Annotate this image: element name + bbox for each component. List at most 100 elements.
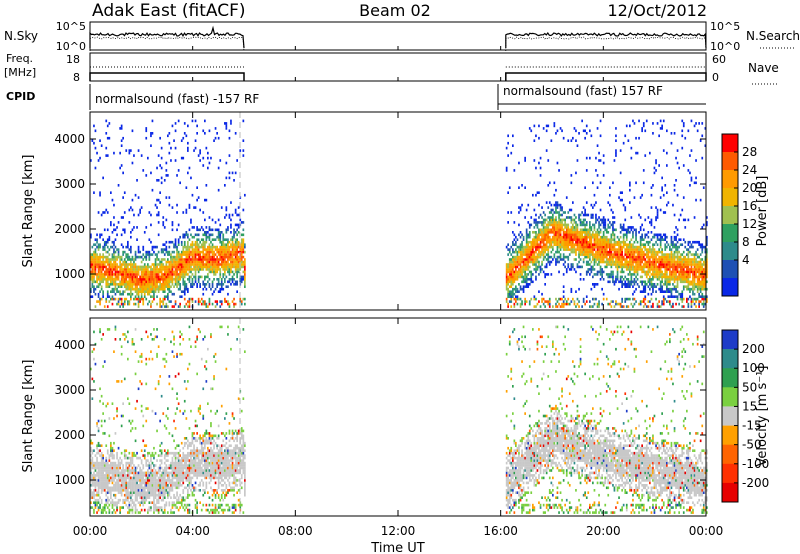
power-cell xyxy=(120,270,123,274)
power-cell xyxy=(581,265,583,269)
power-cell xyxy=(661,302,663,306)
power-cell xyxy=(111,283,114,286)
power-cell xyxy=(672,270,674,274)
power-cell xyxy=(618,253,620,256)
power-cell xyxy=(188,263,191,266)
power-cell xyxy=(133,275,135,279)
power-cell xyxy=(604,250,607,254)
power-cell xyxy=(200,275,203,279)
power-cell xyxy=(661,273,663,276)
power-cell xyxy=(652,270,654,274)
power-cell xyxy=(516,263,519,266)
power-cell xyxy=(202,283,205,286)
power-cell xyxy=(222,233,225,237)
power-cell xyxy=(615,275,617,279)
power-cell xyxy=(547,248,550,251)
power-cell xyxy=(589,250,591,254)
power-cell xyxy=(585,260,588,264)
power-cell xyxy=(629,226,631,229)
power-cell xyxy=(217,238,220,241)
power-cell xyxy=(151,270,154,274)
power-cell xyxy=(123,258,126,261)
power-cell xyxy=(143,255,146,259)
power-cell xyxy=(635,263,637,266)
power-cell xyxy=(180,156,183,160)
power-cell xyxy=(661,248,663,251)
power-cell xyxy=(570,228,573,232)
power-cell xyxy=(698,285,700,288)
power-cell xyxy=(521,265,523,269)
power-cell xyxy=(205,198,208,202)
power-cell xyxy=(170,285,172,288)
power-cell xyxy=(706,243,708,246)
power-cell xyxy=(584,129,586,133)
power-cell xyxy=(669,280,671,284)
power-cell xyxy=(193,255,195,259)
power-cell xyxy=(190,233,192,237)
power-cell xyxy=(676,297,679,301)
power-cell xyxy=(669,255,671,259)
power-cell xyxy=(505,283,508,286)
power-cell xyxy=(656,233,659,237)
power-cell xyxy=(653,283,656,286)
power-cell xyxy=(598,302,600,306)
power-cell xyxy=(110,258,112,261)
power-cell xyxy=(645,265,648,269)
power-cell xyxy=(151,287,154,291)
power-cell xyxy=(605,231,608,234)
power-cell xyxy=(622,255,625,259)
power-cell xyxy=(117,302,120,306)
power-cell xyxy=(227,226,229,229)
power-cell xyxy=(604,226,607,229)
power-cell xyxy=(622,233,625,237)
power-cell xyxy=(119,283,121,286)
power-cell xyxy=(564,223,566,227)
power-cell xyxy=(582,278,585,281)
power-cell xyxy=(572,248,574,251)
power-cell xyxy=(590,233,593,237)
power-cell xyxy=(698,260,700,264)
power-cell xyxy=(127,243,129,246)
power-cell xyxy=(148,255,151,259)
power-cell xyxy=(535,258,537,261)
power-cell xyxy=(567,248,570,251)
power-cell xyxy=(142,270,145,274)
power-cell xyxy=(650,268,653,271)
power-cell xyxy=(230,218,232,222)
power-cell xyxy=(190,176,192,180)
power-cell xyxy=(510,245,513,249)
power-cell xyxy=(513,265,516,269)
power-cell xyxy=(592,231,594,234)
power-cell xyxy=(122,171,124,175)
velocity-cell xyxy=(96,466,98,470)
power-cell xyxy=(519,273,522,276)
power-cell xyxy=(610,243,613,246)
power-cell xyxy=(687,270,690,274)
power-cell xyxy=(142,283,145,286)
power-cell xyxy=(596,245,599,249)
power-cell xyxy=(590,305,593,308)
power-cell xyxy=(559,213,562,217)
power-cell xyxy=(123,285,126,288)
power-cell xyxy=(706,258,708,261)
power-cell xyxy=(150,144,152,147)
power-cell xyxy=(213,238,215,241)
power-cell xyxy=(689,270,691,274)
power-cell xyxy=(244,260,246,264)
power-cell xyxy=(527,283,530,286)
power-cell xyxy=(556,255,559,259)
power-cell xyxy=(658,233,660,237)
power-cell xyxy=(702,245,705,249)
power-cell xyxy=(505,287,508,291)
power-cell xyxy=(185,250,188,254)
power-cell xyxy=(630,226,633,229)
power-cell xyxy=(673,231,676,234)
power-cell xyxy=(567,302,570,306)
velocity-cell xyxy=(91,491,94,494)
power-cell xyxy=(219,258,222,261)
power-cell xyxy=(556,260,559,264)
power-cell xyxy=(649,280,651,284)
power-cell xyxy=(236,263,238,266)
power-cell xyxy=(225,245,228,249)
power-cell xyxy=(548,260,551,264)
